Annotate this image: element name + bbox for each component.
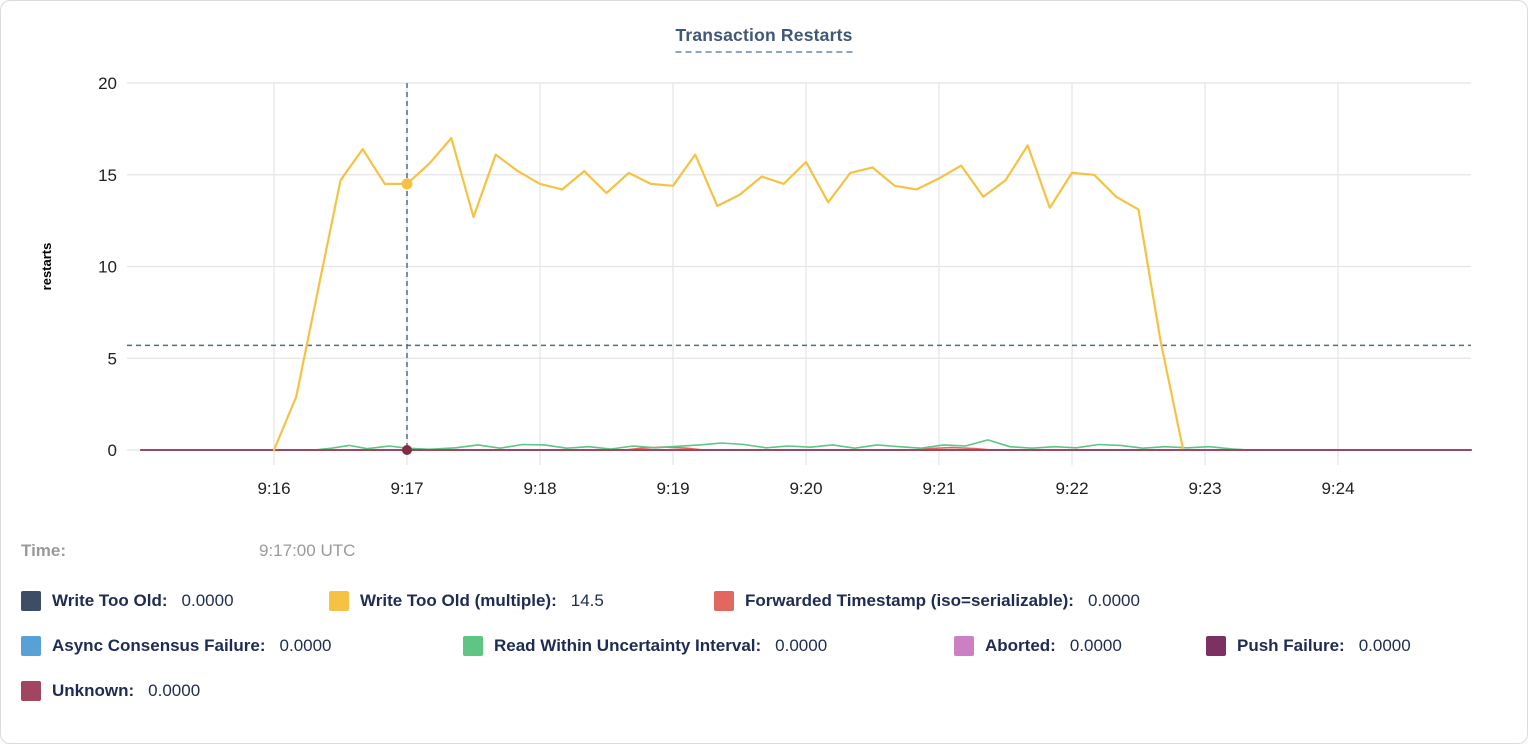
legend-swatch-forwarded-timestamp-iso-serializable: [714, 591, 734, 611]
legend-item-forwarded-timestamp-iso-serializable: Forwarded Timestamp (iso=serializable): 0…: [714, 589, 1140, 613]
y-tick-label: 20: [98, 74, 117, 93]
hover-time-label: Time:: [21, 541, 67, 560]
x-tick-label: 9:19: [656, 479, 689, 498]
legend-label: Push Failure:: [1237, 636, 1345, 655]
legend-value: 0.0000: [148, 681, 201, 700]
legend-value: 0.0000: [279, 636, 332, 655]
legend-item-read-within-uncertainty-interval: Read Within Uncertainty Interval: 0.0000: [463, 634, 827, 658]
legend-item-unknown: Unknown: 0.0000: [21, 679, 200, 703]
cursor-dot-write-too-old-multiple: [401, 178, 413, 190]
legend-swatch-read-within-uncertainty-interval: [463, 636, 483, 656]
x-tick-label: 9:21: [922, 479, 955, 498]
legend-value: 0.0000: [1358, 636, 1411, 655]
legend-value: 0.0000: [1087, 591, 1140, 610]
legend-row-2: Async Consensus Failure: 0.0000 Read Withi…: [1, 634, 1527, 660]
y-tick-label: 0: [108, 441, 117, 460]
x-tick-label: 9:18: [523, 479, 556, 498]
x-tick-label: 9:20: [789, 479, 822, 498]
legend-value: 0.0000: [1069, 636, 1122, 655]
legend-label: Read Within Uncertainty Interval:: [494, 636, 762, 655]
hover-time-value: 9:17:00 UTC: [259, 541, 356, 560]
legend-value: 0.0000: [181, 591, 234, 610]
legend-swatch-async-consensus-failure: [21, 636, 41, 656]
y-tick-label: 15: [98, 166, 117, 185]
x-tick-label: 9:16: [257, 479, 290, 498]
x-tick-label: 9:22: [1055, 479, 1088, 498]
legend-label: Forwarded Timestamp (iso=serializable):: [745, 591, 1074, 610]
legend-label: Write Too Old:: [52, 591, 168, 610]
legend-label: Unknown:: [52, 681, 135, 700]
legend-value: 14.5: [570, 591, 604, 610]
legend-swatch-write-too-old-multiple: [329, 591, 349, 611]
legend-swatch-push-failure: [1206, 636, 1226, 656]
legend-swatch-aborted: [954, 636, 974, 656]
legend-row-3: Unknown: 0.0000: [1, 679, 1527, 705]
legend-item-write-too-old: Write Too Old: 0.0000: [21, 589, 234, 613]
legend-swatch-write-too-old: [21, 591, 41, 611]
legend-label: Aborted:: [985, 636, 1056, 655]
legend-swatch-unknown: [21, 681, 41, 701]
legend-item-write-too-old-multiple: Write Too Old (multiple): 14.5: [329, 589, 604, 613]
chart-title[interactable]: Transaction Restarts: [675, 25, 853, 53]
legend-item-push-failure: Push Failure: 0.0000: [1206, 634, 1411, 658]
transaction-restarts-chart[interactable]: 0 5 10 15 20 9:16 9:17 9:18 9:19 9:20 9:21 9:22 9:23…: [1, 1, 1527, 526]
hover-time-row: Time: 9:17:00 UTC: [1, 541, 1527, 565]
legend-row-1: Write Too Old: 0.0000 Write Too Old (multi…: [1, 589, 1527, 615]
series-line-read-within-uncertainty-interval: [140, 439, 1472, 451]
legend-item-async-consensus-failure: Async Consensus Failure: 0.0000: [21, 634, 332, 658]
x-tick-label: 9:24: [1321, 479, 1354, 498]
cursor-dot-unknown: [402, 445, 412, 455]
y-tick-label: 5: [108, 349, 117, 368]
x-tick-label: 9:17: [390, 479, 423, 498]
x-tick-label: 9:23: [1188, 479, 1221, 498]
y-axis-label: restarts: [39, 243, 54, 291]
y-tick-label: 10: [98, 258, 117, 277]
legend-item-aborted: Aborted: 0.0000: [954, 634, 1122, 658]
legend-label: Write Too Old (multiple):: [360, 591, 557, 610]
legend-value: 0.0000: [775, 636, 828, 655]
series-line-write-too-old-multiple: [272, 137, 1184, 452]
legend-label: Async Consensus Failure:: [52, 636, 266, 655]
